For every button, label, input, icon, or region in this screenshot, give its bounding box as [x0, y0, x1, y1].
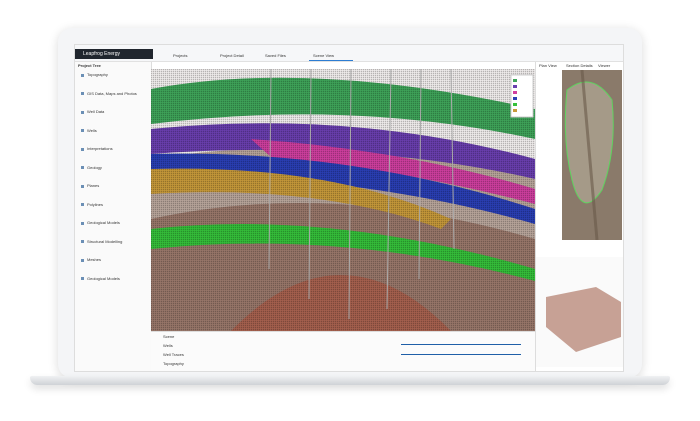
right-panel: Plan View Section Details Viewer	[535, 62, 623, 371]
tab[interactable]: Saved Files	[265, 53, 286, 58]
project-tree-title: Project Tree	[78, 63, 101, 68]
tab[interactable]: Projects	[173, 53, 188, 58]
tab[interactable]: Scene View	[313, 53, 335, 58]
tab[interactable]: Project Detail	[220, 53, 244, 58]
app-title: Leapfrog Energy	[83, 51, 120, 57]
tree-item[interactable]: Interpretations	[77, 146, 149, 153]
right-tab[interactable]: Viewer	[598, 63, 611, 68]
tree-item[interactable]: GIS Data, Maps and Photos	[77, 91, 149, 98]
section-view	[536, 257, 623, 367]
tree-item[interactable]: Meshes	[77, 257, 149, 264]
tree-item[interactable]: Well Data	[77, 109, 149, 116]
tree-item[interactable]: Structural Modelling	[77, 239, 149, 246]
map	[562, 70, 622, 240]
tree-item[interactable]: Topography	[77, 72, 149, 79]
right-tab[interactable]: Plan View	[539, 63, 557, 68]
tree-item[interactable]: Polylines	[77, 202, 149, 209]
wells	[268, 69, 455, 320]
tree-item[interactable]: Planes	[77, 183, 149, 190]
slider[interactable]	[401, 344, 521, 345]
shape-row[interactable]: Scene	[163, 334, 175, 339]
project-tree-panel: Project Tree Topography GIS Data, Maps an…	[75, 62, 152, 371]
tree-item[interactable]: Geological Models	[77, 276, 149, 283]
top-bar: Leapfrog Energy Projects Project Detail …	[75, 45, 623, 62]
right-tab[interactable]: Section Details	[566, 63, 593, 68]
tree-item[interactable]: Geology	[77, 165, 149, 172]
texture	[151, 69, 535, 331]
app-header: Leapfrog Energy	[75, 49, 153, 59]
shape-row[interactable]: Topography	[163, 361, 184, 366]
scene-view	[151, 69, 535, 331]
active-tab-underline	[309, 60, 353, 61]
slider[interactable]	[401, 354, 521, 355]
shape-row[interactable]: Well Traces	[163, 352, 184, 357]
shape-list: Scene Wells Well Traces Topography	[151, 331, 535, 371]
tree-item[interactable]: Wells	[77, 128, 149, 135]
tree-item[interactable]: Geological Models	[77, 220, 149, 227]
shape-row[interactable]: Wells	[163, 343, 173, 348]
tree: Topography GIS Data, Maps and Photos Well …	[77, 72, 149, 294]
legend	[510, 74, 534, 118]
screen: Leapfrog Energy Projects Project Detail …	[74, 44, 624, 372]
laptop-base	[30, 376, 670, 385]
